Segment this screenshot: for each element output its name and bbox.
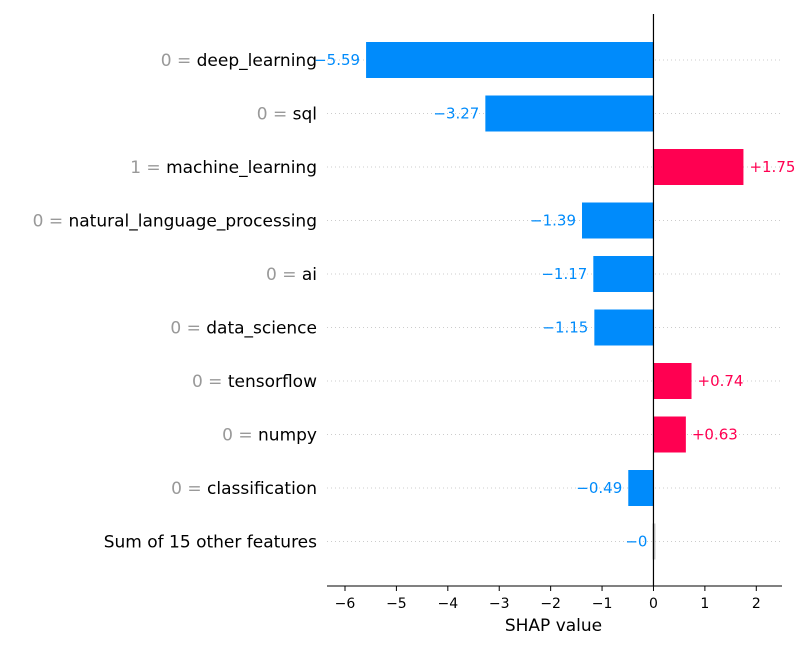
- value-label: +0.63: [692, 426, 738, 444]
- x-tick-label: −3: [489, 596, 510, 612]
- feature-value: 0 =: [171, 479, 207, 499]
- x-tick-label: −4: [437, 596, 458, 612]
- x-tick-label: 1: [700, 596, 709, 612]
- x-tick-label: 2: [752, 596, 761, 612]
- feature-name: ai: [302, 265, 317, 285]
- feature-label: 0 = sql: [257, 105, 317, 125]
- feature-name: sql: [293, 105, 317, 125]
- feature-name: classification: [207, 479, 317, 499]
- feature-name: tensorflow: [228, 372, 317, 392]
- x-tick-label: −5: [386, 596, 407, 612]
- x-tick-label: −6: [335, 596, 356, 612]
- bar-negative: [582, 202, 654, 239]
- bar-positive: [653, 363, 692, 399]
- feature-value: 1 =: [130, 158, 166, 178]
- bar-negative: [485, 95, 654, 132]
- feature-name: Sum of 15 other features: [104, 533, 317, 553]
- value-label: −0: [625, 533, 647, 551]
- feature-label: 1 = machine_learning: [130, 158, 317, 178]
- value-label: −3.27: [433, 105, 479, 123]
- bar-negative: [366, 42, 654, 78]
- value-label: −0.49: [576, 479, 622, 497]
- feature-label: 0 = data_science: [170, 319, 317, 339]
- feature-value: 0 =: [33, 212, 69, 232]
- bar-negative: [594, 309, 654, 346]
- value-label: +0.74: [698, 372, 744, 390]
- feature-name: natural_language_processing: [68, 212, 317, 232]
- feature-label: 0 = tensorflow: [192, 372, 317, 392]
- bar-negative: [593, 256, 654, 292]
- bars: [366, 42, 744, 560]
- feature-name: deep_learning: [197, 51, 317, 71]
- value-label: −5.59: [314, 51, 360, 69]
- feature-label: 0 = deep_learning: [161, 51, 317, 71]
- bar-negative: [628, 470, 654, 506]
- x-tick-label: 0: [649, 596, 658, 612]
- feature-name: numpy: [258, 426, 317, 446]
- feature-name: machine_learning: [166, 158, 317, 178]
- feature-name: data_science: [206, 319, 317, 339]
- feature-value: 0 =: [192, 372, 228, 392]
- feature-label: 0 = ai: [266, 265, 317, 285]
- x-axis-title: SHAP value: [505, 616, 602, 636]
- feature-label: 0 = numpy: [222, 426, 317, 446]
- x-tick-label: −2: [540, 596, 561, 612]
- feature-value: 0 =: [161, 51, 197, 71]
- x-tick-label: −1: [592, 596, 613, 612]
- feature-value: 0 =: [257, 105, 293, 125]
- feature-label: 0 = natural_language_processing: [33, 212, 317, 232]
- feature-value: 0 =: [266, 265, 302, 285]
- row-guides: [327, 59, 782, 542]
- x-axis: −6 −5 −4 −3 −2 −1 0 1 2: [327, 585, 782, 612]
- value-label: −1.15: [542, 319, 588, 337]
- value-labels: −5.59 −3.27 +1.75 −1.39 −1.17 −1.15 +0.74 +0.63…: [314, 51, 795, 551]
- bar-positive: [653, 149, 744, 185]
- bar-positive: [653, 416, 686, 453]
- feature-label: Sum of 15 other features: [104, 533, 317, 553]
- feature-value: 0 =: [170, 319, 206, 339]
- value-label: −1.39: [530, 212, 576, 230]
- feature-label: 0 = classification: [171, 479, 317, 499]
- value-label: +1.75: [749, 158, 795, 176]
- feature-value: 0 =: [222, 426, 258, 446]
- value-label: −1.17: [541, 265, 587, 283]
